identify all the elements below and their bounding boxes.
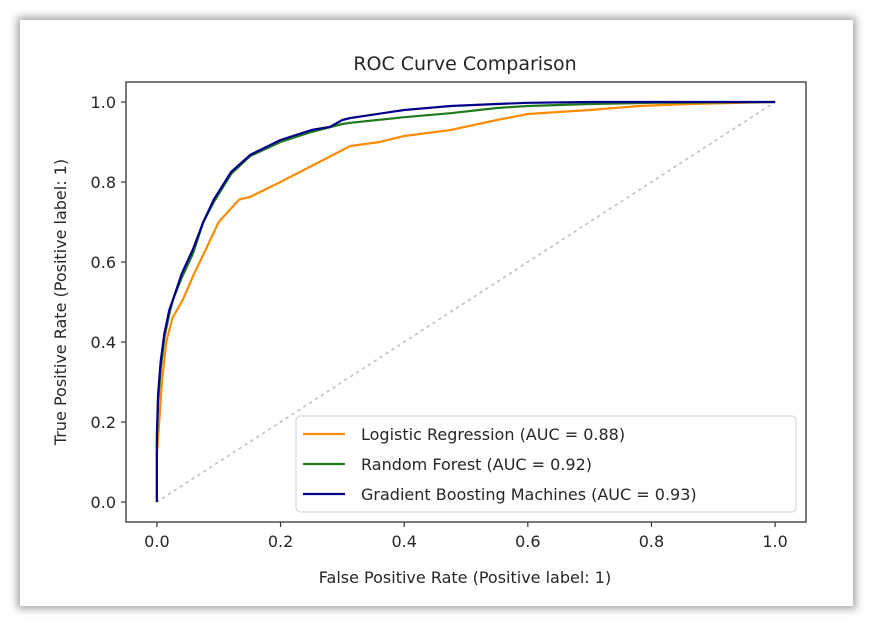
y-axis-label: True Positive Rate (Positive label: 1): [51, 159, 70, 446]
x-tick-label: 0.6: [515, 532, 540, 551]
y-axis: 0.0 0.2 0.4 0.6 0.8 1.0: [91, 93, 126, 512]
x-tick-label: 0.2: [268, 532, 293, 551]
x-tick-label: 0.8: [639, 532, 664, 551]
y-tick-label: 0.8: [91, 173, 116, 192]
legend: Logistic Regression (AUC = 0.88) Random F…: [295, 415, 797, 513]
legend-box: [295, 415, 797, 513]
x-tick-label: 0.0: [144, 532, 169, 551]
x-axis: 0.0 0.2 0.4 0.6 0.8 1.0: [144, 522, 788, 551]
axes-frame: [125, 81, 807, 523]
y-tick-label: 1.0: [91, 93, 116, 112]
series-line-gradient-boosting-machines: [155, 100, 776, 502]
y-tick-label: 0.0: [91, 493, 116, 512]
y-tick-label: 0.4: [91, 333, 116, 352]
y-tick-label: 0.2: [91, 413, 116, 432]
x-tick-label: 0.4: [391, 532, 416, 551]
series-line-logistic-regression: [155, 100, 776, 502]
legend-label: Gradient Boosting Machines (AUC = 0.93): [361, 485, 697, 504]
plot-area: [125, 81, 807, 523]
x-tick-label: 1.0: [762, 532, 787, 551]
x-axis-label: False Positive Rate (Positive label: 1): [319, 568, 611, 587]
y-tick-label: 0.6: [91, 253, 116, 272]
chart-title: ROC Curve Comparison: [353, 53, 576, 75]
legend-label: Logistic Regression (AUC = 0.88): [361, 425, 625, 444]
legend-label: Random Forest (AUC = 0.92): [361, 455, 592, 474]
